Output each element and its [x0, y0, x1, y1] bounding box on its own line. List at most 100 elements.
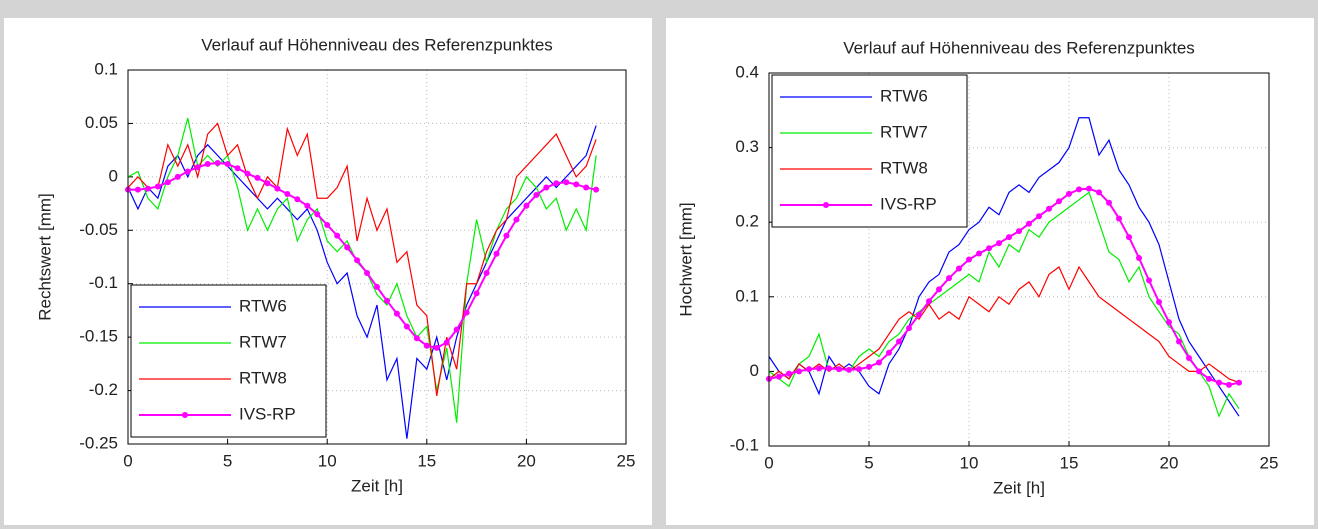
x-tick-label: 0	[764, 453, 773, 472]
x-tick-label: 10	[960, 453, 979, 472]
series-marker	[254, 174, 261, 181]
series-marker	[1056, 198, 1062, 205]
y-tick-label: 0.05	[85, 113, 118, 132]
series-marker	[936, 286, 942, 293]
series-marker	[423, 342, 430, 349]
series-marker	[946, 275, 952, 282]
series-marker	[1086, 185, 1092, 192]
series-marker	[164, 179, 171, 186]
series-marker	[1046, 205, 1052, 212]
series-marker	[1126, 234, 1132, 241]
series-marker	[523, 202, 530, 209]
y-tick-label: 0.4	[735, 62, 759, 81]
series-marker	[1116, 215, 1122, 222]
y-axis-label: Hochwert [mm]	[676, 202, 695, 316]
x-tick-label: 20	[1160, 453, 1179, 472]
series-marker	[344, 244, 351, 251]
legend-marker	[823, 202, 829, 208]
legend-label: RTW8	[880, 158, 928, 177]
series-marker	[413, 335, 420, 342]
series-marker	[1216, 379, 1222, 386]
series-marker	[1166, 319, 1172, 326]
series-marker	[1076, 186, 1082, 193]
series-marker	[1136, 255, 1142, 262]
series-marker	[1186, 354, 1192, 361]
series-marker	[543, 184, 550, 191]
series-marker	[294, 196, 301, 203]
x-tick-label: 15	[417, 451, 436, 470]
series-marker	[1146, 277, 1152, 284]
series-marker	[966, 256, 972, 263]
series-marker	[224, 161, 231, 168]
series-marker	[776, 373, 782, 380]
x-tick-label: 5	[864, 453, 873, 472]
series-marker	[214, 159, 221, 166]
series-marker	[1026, 220, 1032, 227]
series-marker	[1196, 368, 1202, 375]
series-marker	[184, 168, 191, 175]
series-line	[127, 122, 597, 397]
series-marker	[826, 365, 832, 372]
series-marker	[324, 221, 331, 228]
series-marker	[876, 359, 882, 366]
series-marker	[856, 366, 862, 373]
series-marker	[996, 240, 1002, 247]
x-tick-label: 0	[123, 451, 132, 470]
series-marker	[583, 184, 590, 191]
series-marker	[374, 283, 380, 290]
y-tick-label: -0.1	[89, 273, 118, 292]
series-marker	[1106, 199, 1112, 206]
x-tick-label: 5	[223, 451, 232, 470]
y-tick-label: 0.3	[735, 137, 759, 156]
series-marker	[493, 250, 500, 257]
x-tick-label: 15	[1060, 453, 1079, 472]
series-marker	[796, 368, 802, 375]
legend-box	[771, 74, 968, 228]
series-marker	[194, 164, 201, 171]
series-marker	[483, 270, 490, 277]
y-tick-label: -0.1	[730, 435, 759, 454]
x-tick-label: 20	[517, 451, 536, 470]
series-marker	[563, 179, 570, 186]
series-marker	[836, 366, 842, 373]
series-marker	[334, 232, 341, 239]
series-marker	[244, 170, 251, 177]
chart-title: Verlauf auf Höhenniveau des Referenzpunk…	[843, 38, 1195, 57]
series-marker	[1206, 375, 1212, 382]
series-marker	[364, 270, 371, 277]
legend-label: RTW8	[239, 368, 287, 387]
series-line	[768, 117, 1240, 417]
series-marker	[1036, 213, 1042, 220]
series-marker	[264, 180, 271, 187]
series-marker	[866, 363, 872, 370]
chart-title: Verlauf auf Höhenniveau des Referenzpunk…	[201, 35, 553, 54]
series-marker	[906, 325, 912, 332]
series-marker	[314, 211, 321, 218]
x-axis-label: Zeit [h]	[993, 478, 1045, 497]
series-marker	[1006, 234, 1012, 241]
series-marker	[383, 297, 390, 304]
series-marker	[204, 161, 211, 168]
series-marker	[144, 185, 151, 192]
series-marker	[1176, 338, 1182, 345]
series-marker	[896, 338, 902, 345]
series-marker	[976, 250, 982, 257]
series-marker	[846, 366, 852, 373]
legend-label: RTW6	[880, 86, 928, 105]
legend-label: RTW6	[239, 296, 287, 315]
series-marker	[154, 183, 161, 190]
y-tick-label: 0.1	[735, 286, 759, 305]
series-marker	[513, 216, 520, 223]
legend-box	[130, 284, 327, 438]
series-marker	[1016, 228, 1022, 235]
series-marker	[886, 349, 892, 356]
legend-label: RTW7	[880, 122, 928, 141]
series-marker	[403, 323, 410, 330]
y-tick-label: 0	[109, 166, 118, 185]
series-marker	[234, 165, 241, 172]
y-tick-label: 0	[750, 361, 759, 380]
series-marker	[1066, 190, 1072, 197]
series-line	[127, 125, 597, 439]
series-marker	[284, 190, 291, 197]
